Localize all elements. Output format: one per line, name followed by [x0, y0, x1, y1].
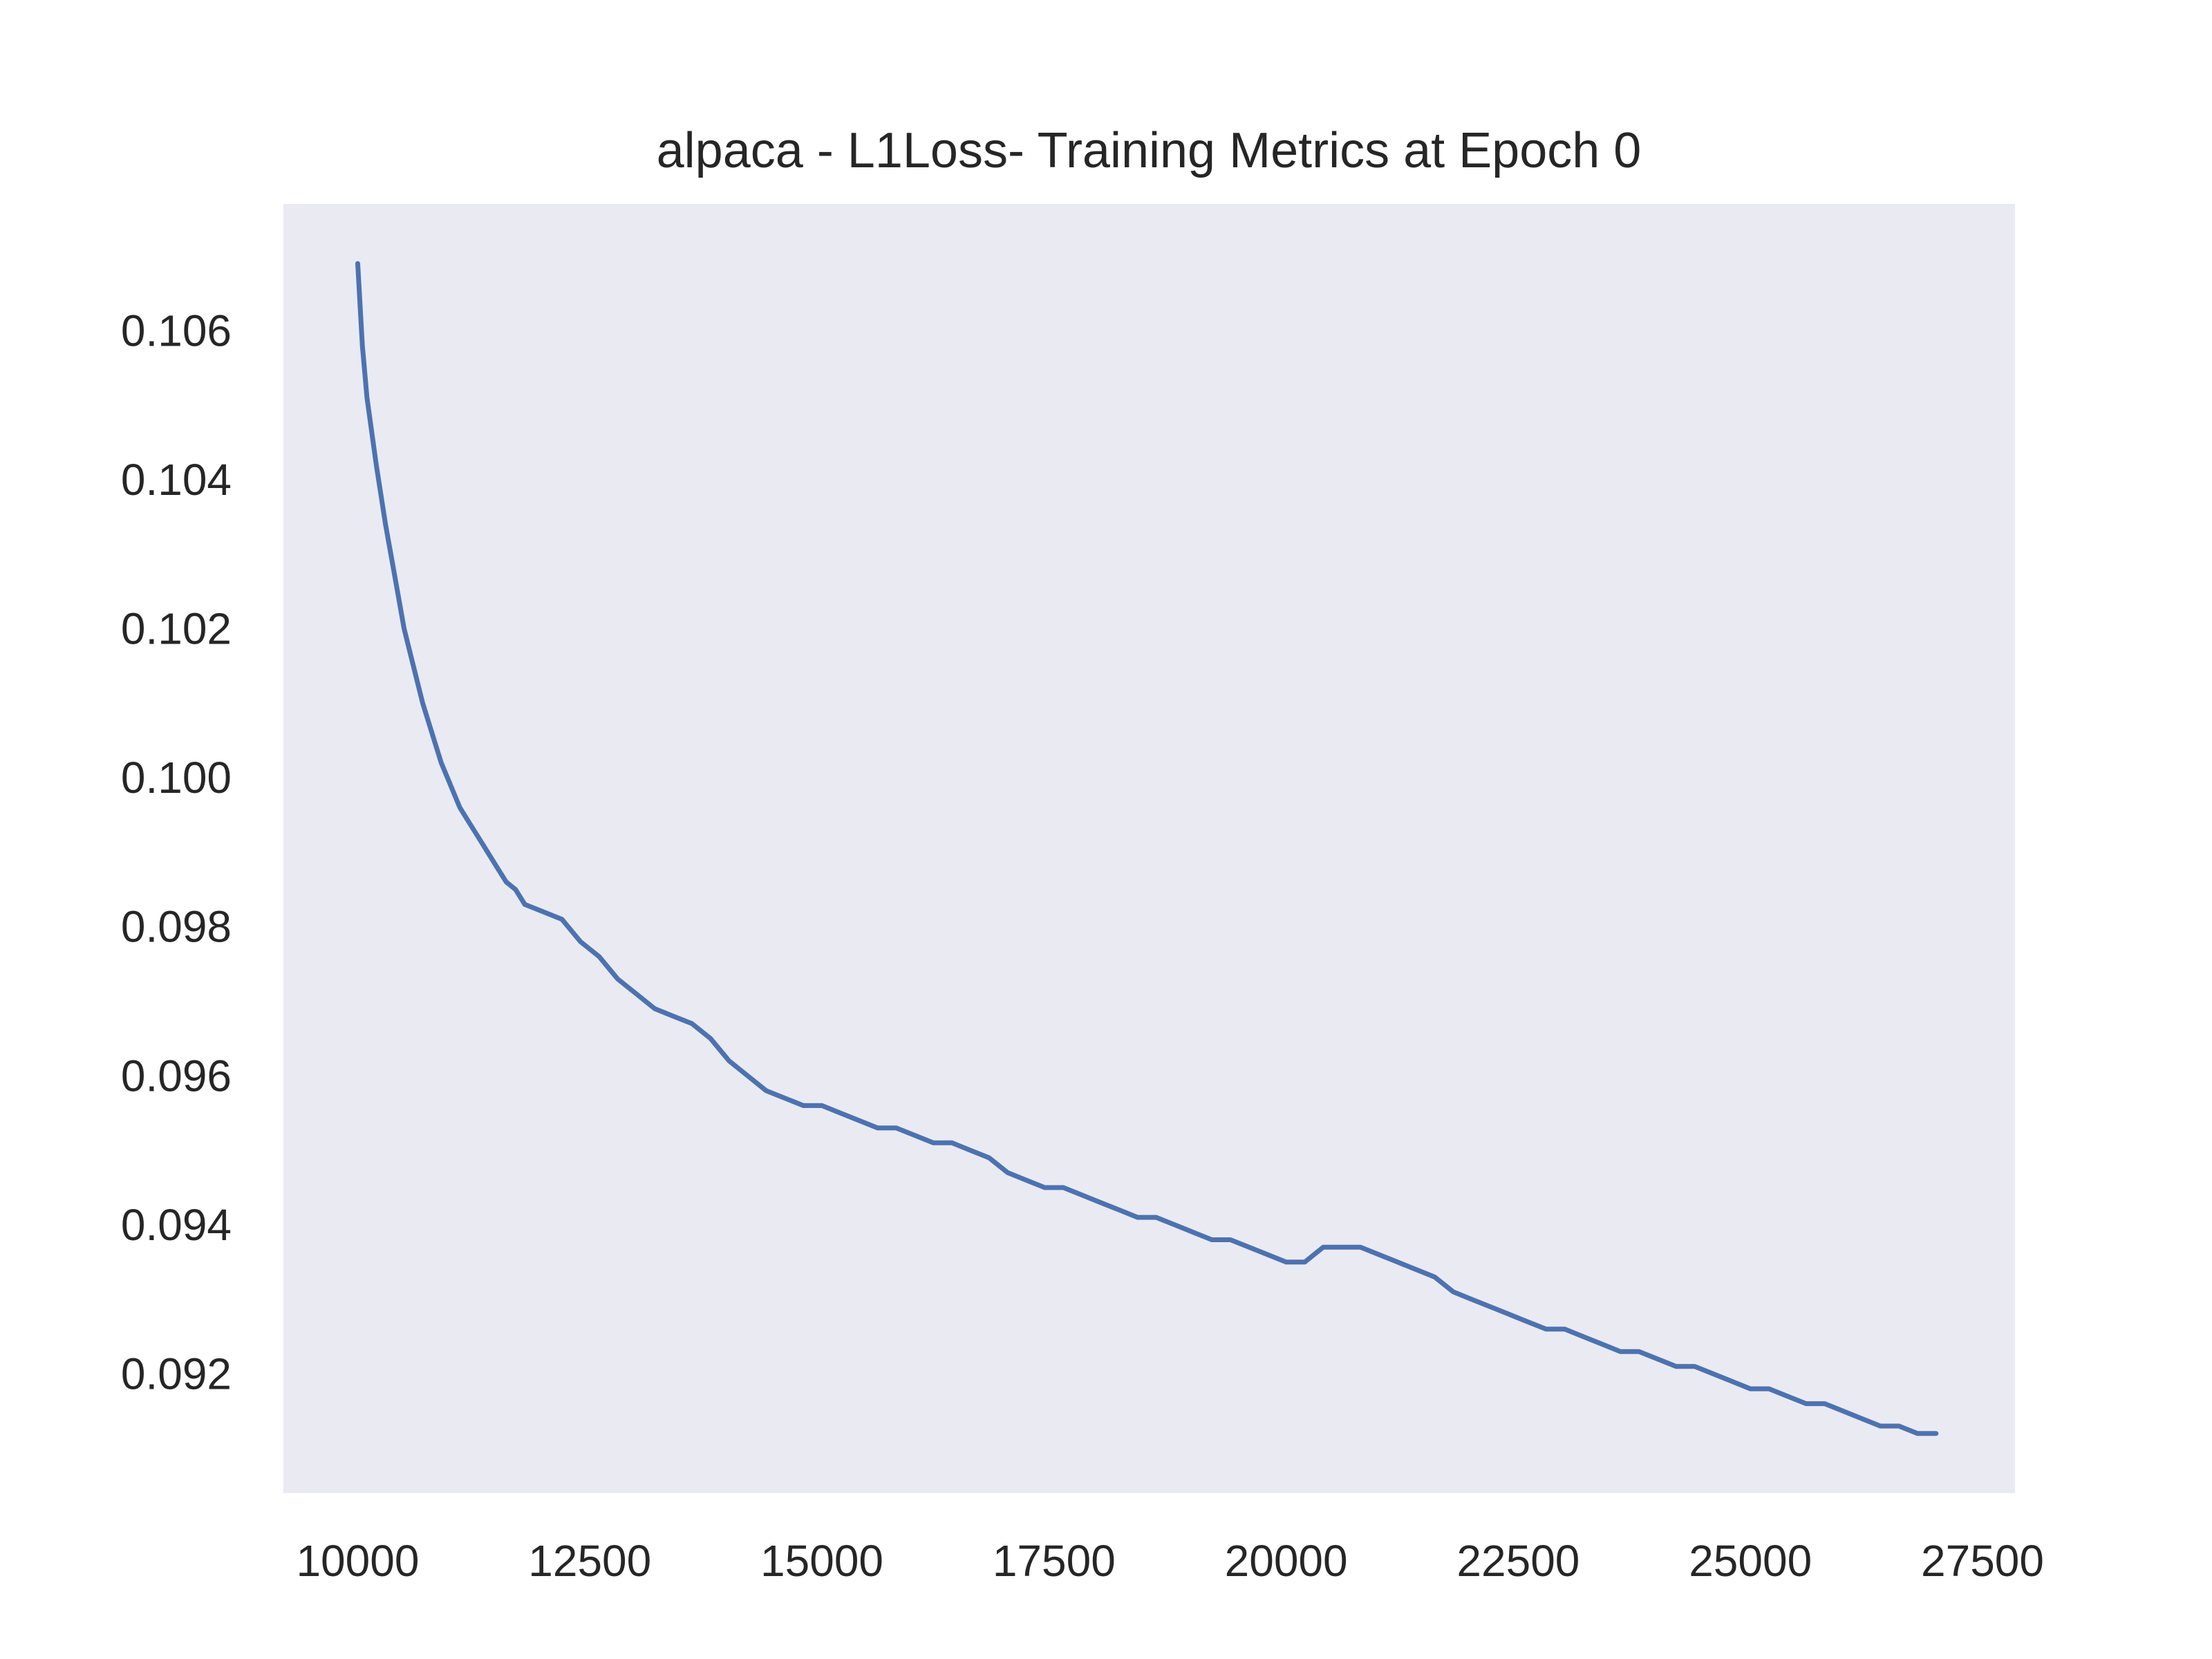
y-tick-label: 0.092: [121, 1349, 232, 1399]
y-tick-label: 0.098: [121, 902, 232, 952]
x-tick-label: 20000: [1225, 1536, 1348, 1586]
y-tick-label: 0.102: [121, 603, 232, 653]
y-tick-label: 0.106: [121, 306, 232, 355]
x-tick-label: 25000: [1689, 1536, 1812, 1586]
x-tick-label: 27500: [1921, 1536, 2044, 1586]
series-line-0: [355, 261, 1939, 1436]
y-tick-label: 0.096: [121, 1051, 232, 1100]
x-tick-label: 17500: [993, 1536, 1116, 1586]
series-group: [355, 261, 1939, 1436]
y-axis-ticks: 0.092 0.094 0.096 0.098 0.100 0.102 0.104 0.106: [121, 306, 232, 1398]
chart-title: alpaca - L1Loss- Training Metrics at Epo…: [657, 123, 1642, 178]
y-tick-label: 0.094: [121, 1200, 232, 1250]
x-tick-label: 12500: [528, 1536, 651, 1586]
x-tick-label: 15000: [760, 1536, 883, 1586]
x-tick-label: 22500: [1456, 1536, 1580, 1586]
x-axis-ticks: 10000 12500 15000 17500 20000 22500 25000 27500: [296, 1536, 2044, 1586]
y-tick-label: 0.100: [121, 753, 232, 803]
x-tick-label: 10000: [296, 1536, 419, 1586]
y-tick-label: 0.104: [121, 455, 232, 505]
plot-area: [283, 204, 2015, 1493]
